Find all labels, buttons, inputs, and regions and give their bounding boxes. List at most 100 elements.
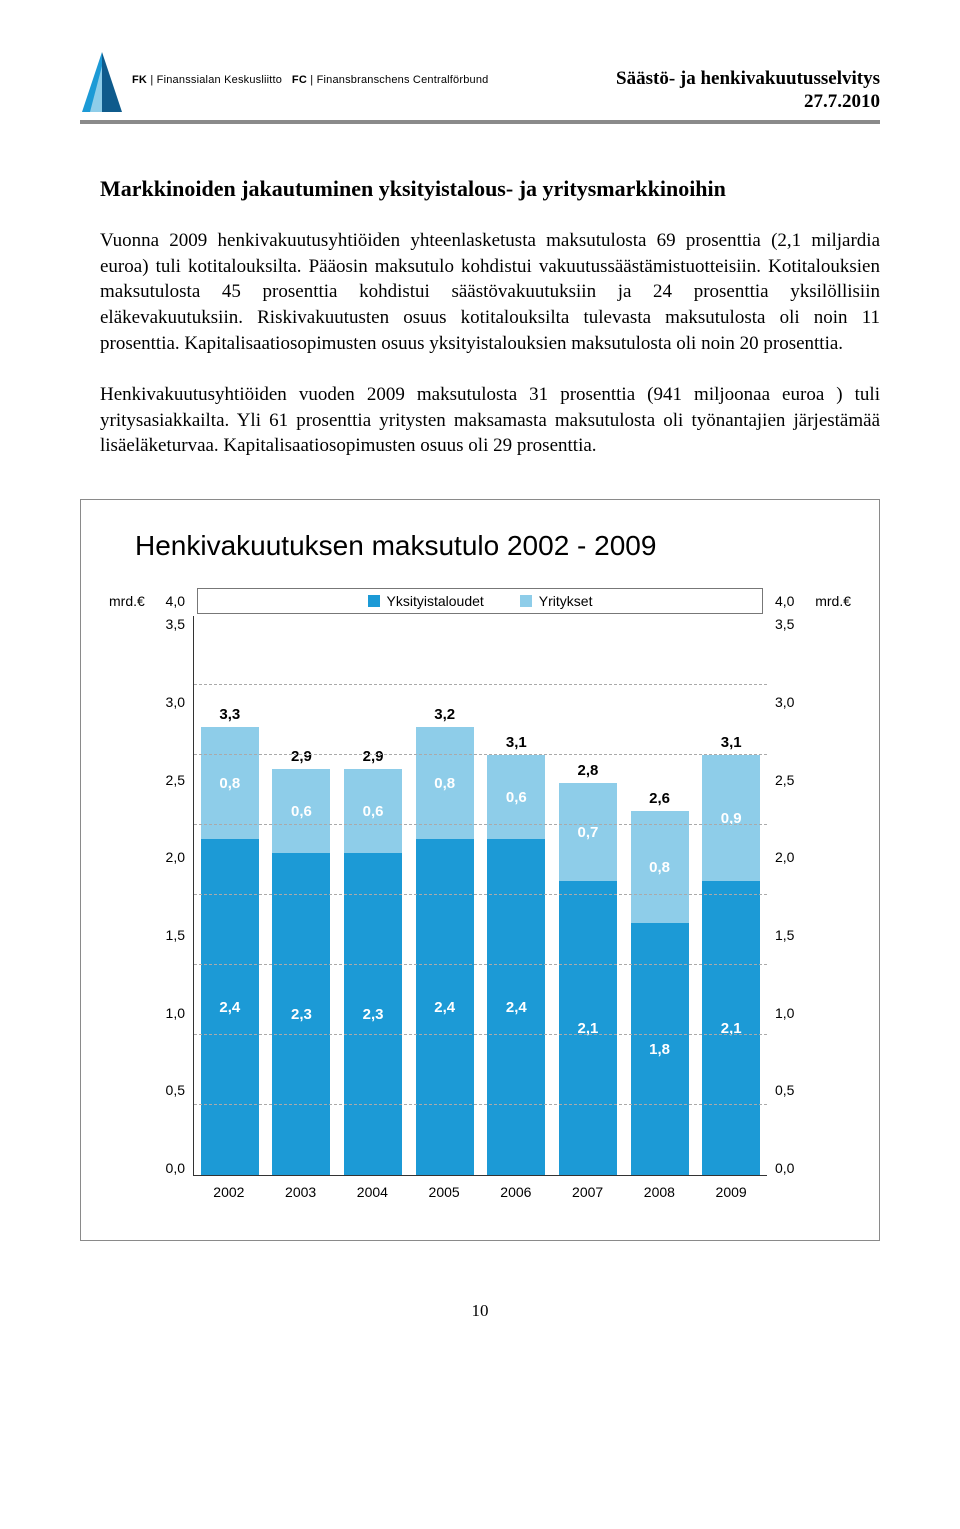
y-tick-right: 0,0 (767, 1160, 807, 1176)
legend-label-1: Yksityistaloudet (387, 593, 484, 609)
y-tick-left: 1,5 (153, 927, 193, 943)
bar-segment-bottom: 2,1 (559, 881, 617, 1175)
bar-2004: 2,9 0,62,3 (344, 616, 402, 1175)
bar-segment-bottom: 2,4 (416, 839, 474, 1175)
x-axis-label: 2007 (572, 1184, 603, 1200)
bar-2007: 2,8 0,72,1 (559, 616, 617, 1175)
bars-row: 3,30,82,42,90,62,32,90,62,33,20,82,43,10… (194, 616, 767, 1175)
org-prefix-2: FC (292, 74, 307, 86)
bar-2002: 3,3 0,82,4 (201, 616, 259, 1175)
y-tick-right: 2,5 (767, 772, 807, 788)
y-tick-left: 2,5 (153, 772, 193, 788)
document-title: Säästö- ja henkivakuutusselvitys 27.7.20… (616, 67, 880, 115)
x-axis-label: 2003 (285, 1184, 316, 1200)
org-name-line: FK | Finanssialan Keskusliitto FC | Fina… (132, 74, 489, 90)
x-axis: 2002 2003 2004 2005 2006 2007 2008 2009 (109, 1184, 851, 1200)
bar-segment-bottom: 1,8 (631, 923, 689, 1175)
y-tick-right: 3,0 (767, 694, 807, 710)
bar-2009: 3,1 0,92,1 (702, 616, 760, 1175)
bar-2003: 2,9 0,62,3 (272, 616, 330, 1175)
org-prefix-1: FK (132, 74, 147, 86)
bar-total-label: 3,3 (201, 706, 259, 723)
y-tick-left: 0,5 (153, 1082, 193, 1098)
chart-top-row: mrd.€ 4,0 Yksityistaloudet Yritykset 4,0… (109, 588, 851, 614)
y-tick-right-top: 4,0 (767, 593, 807, 609)
legend-swatch-2 (520, 595, 532, 607)
plot-wrap: 3,53,02,52,01,51,00,50,0 3,30,82,42,90,6… (109, 616, 851, 1176)
y-tick-left-top: 4,0 (153, 593, 193, 609)
page-number: 10 (80, 1301, 880, 1321)
y-tick-left: 0,0 (153, 1160, 193, 1176)
x-axis-label: 2002 (213, 1184, 244, 1200)
gridline (194, 964, 767, 965)
y-tick-left: 2,0 (153, 849, 193, 865)
y-axis-left: 3,5 3,0 2,5 2,0 1,5 1,0 0,5 0,0 (153, 616, 193, 1176)
bar-2008: 2,6 0,81,8 (631, 616, 689, 1175)
y-tick-left: 3,0 (153, 694, 193, 710)
x-axis-label: 2005 (429, 1184, 460, 1200)
chart-container: Henkivakuutuksen maksutulo 2002 - 2009 m… (80, 499, 880, 1241)
bar-segment-top: 0,8 (631, 811, 689, 923)
y-tick-right: 0,5 (767, 1082, 807, 1098)
chart-title: Henkivakuutuksen maksutulo 2002 - 2009 (135, 530, 851, 562)
org-name-1: Finanssialan Keskusliitto (157, 74, 282, 86)
header-divider (80, 120, 880, 124)
y-axis-unit-left: mrd.€ (109, 593, 153, 609)
bar-segment-top: 0,8 (416, 727, 474, 839)
bar-segment-bottom: 2,3 (344, 853, 402, 1175)
bar-total-label: 3,1 (487, 734, 545, 751)
bar-segment-bottom: 2,4 (201, 839, 259, 1175)
bar-total-label: 2,9 (272, 748, 330, 765)
gridline (194, 1104, 767, 1105)
bar-segment-bottom: 2,3 (272, 853, 330, 1175)
gridline (194, 1034, 767, 1035)
bar-segment-top: 0,9 (702, 755, 760, 881)
x-axis-labels: 2002 2003 2004 2005 2006 2007 2008 2009 (193, 1184, 767, 1200)
x-axis-label: 2009 (716, 1184, 747, 1200)
gridline (194, 754, 767, 755)
y-axis-unit-right: mrd.€ (807, 593, 851, 609)
legend-label-2: Yritykset (539, 593, 593, 609)
section-heading: Markkinoiden jakautuminen yksityistalous… (100, 176, 880, 202)
gridline (194, 824, 767, 825)
y-tick-left: 1,0 (153, 1005, 193, 1021)
bar-segment-top: 0,6 (344, 769, 402, 853)
bar-total-label: 3,2 (416, 706, 474, 723)
bar-total-label: 2,6 (631, 790, 689, 807)
y-tick-right: 1,0 (767, 1005, 807, 1021)
gridline (194, 684, 767, 685)
paragraph-1: Vuonna 2009 henkivakuutusyhtiöiden yhtee… (100, 228, 880, 356)
bar-segment-top: 0,6 (272, 769, 330, 853)
bar-total-label: 2,9 (344, 748, 402, 765)
org-branding: FK | Finanssialan Keskusliitto FC | Fina… (80, 50, 489, 114)
bar-segment-top: 0,7 (559, 783, 617, 881)
bar-2006: 3,1 0,62,4 (487, 616, 545, 1175)
bar-segment-bottom: 2,1 (702, 881, 760, 1175)
bar-2005: 3,2 0,82,4 (416, 616, 474, 1175)
y-tick-right: 2,0 (767, 849, 807, 865)
bar-segment-bottom: 2,4 (487, 839, 545, 1175)
fk-logo-icon (80, 50, 124, 114)
y-axis-right: 3,5 3,0 2,5 2,0 1,5 1,0 0,5 0,0 (767, 616, 807, 1176)
bar-total-label: 2,8 (559, 762, 617, 779)
y-tick-right: 3,5 (767, 616, 807, 632)
x-axis-label: 2004 (357, 1184, 388, 1200)
x-axis-label: 2008 (644, 1184, 675, 1200)
legend-item-2: Yritykset (520, 593, 593, 609)
page-header: FK | Finanssialan Keskusliitto FC | Fina… (80, 50, 880, 114)
bar-segment-top: 0,6 (487, 755, 545, 839)
paragraph-2: Henkivakuutusyhtiöiden vuoden 2009 maksu… (100, 382, 880, 459)
plot-area: 3,30,82,42,90,62,32,90,62,33,20,82,43,10… (193, 616, 767, 1176)
org-name-2: Finansbranschens Centralförbund (317, 74, 489, 86)
title-line-1: Säästö- ja henkivakuutusselvitys (616, 67, 880, 91)
x-axis-label: 2006 (500, 1184, 531, 1200)
legend-swatch-1 (368, 595, 380, 607)
y-tick-right: 1,5 (767, 927, 807, 943)
gridline (194, 894, 767, 895)
bar-segment-top: 0,8 (201, 727, 259, 839)
y-tick-left: 3,5 (153, 616, 193, 632)
page-root: FK | Finanssialan Keskusliitto FC | Fina… (0, 0, 960, 1361)
bar-total-label: 3,1 (702, 734, 760, 751)
title-line-2: 27.7.2010 (616, 90, 880, 114)
legend-item-1: Yksityistaloudet (368, 593, 484, 609)
